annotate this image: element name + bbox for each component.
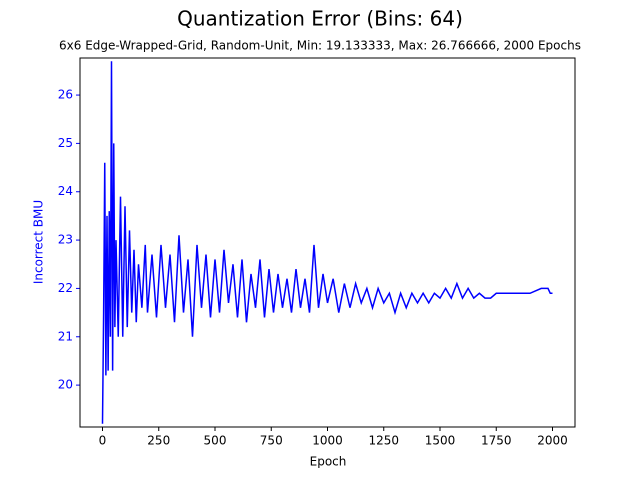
x-tick-label: 500 — [204, 434, 227, 448]
plot-frame — [79, 57, 576, 428]
chart-subtitle: 6x6 Edge-Wrapped-Grid, Random-Unit, Min:… — [59, 39, 581, 53]
y-tick-label: 24 — [58, 184, 73, 198]
y-axis-label: Incorrect BMU — [32, 200, 46, 284]
y-tick-label: 20 — [58, 378, 73, 392]
y-tick-label: 26 — [58, 88, 73, 102]
x-tick-label: 250 — [147, 434, 170, 448]
x-axis-label: Epoch — [310, 455, 347, 469]
x-tick-label: 2000 — [537, 434, 568, 448]
x-tick-label: 1250 — [368, 434, 399, 448]
x-tick-label: 1500 — [425, 434, 456, 448]
data-line — [101, 61, 553, 424]
x-tick-label: 750 — [260, 434, 283, 448]
y-tick-label: 22 — [58, 281, 73, 295]
x-tick-label: 1000 — [312, 434, 343, 448]
y-tick-label: 21 — [58, 329, 73, 343]
x-tick-label: 0 — [99, 434, 107, 448]
chart-title: Quantization Error (Bins: 64) — [177, 7, 463, 31]
y-tick-label: 25 — [58, 136, 73, 150]
x-tick-label: 1750 — [481, 434, 512, 448]
y-tick-label: 23 — [58, 233, 73, 247]
